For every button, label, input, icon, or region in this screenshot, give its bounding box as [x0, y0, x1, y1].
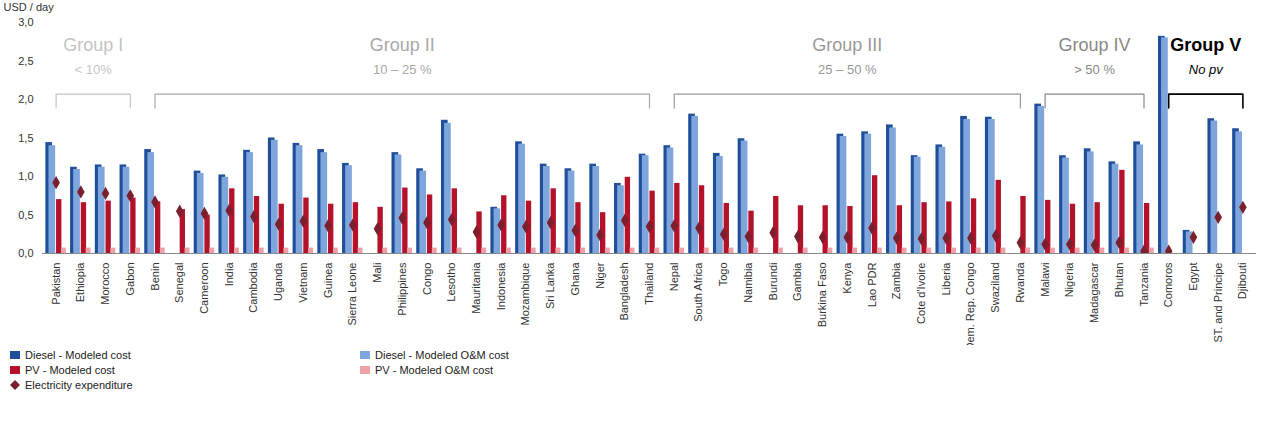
- svg-text:Thailand: Thailand: [643, 263, 655, 305]
- svg-text:Vietnam: Vietnam: [297, 263, 309, 303]
- svg-text:Malawi: Malawi: [1039, 263, 1051, 297]
- svg-text:India: India: [223, 262, 235, 287]
- svg-text:3,0: 3,0: [18, 16, 33, 28]
- svg-text:Rwanda: Rwanda: [1014, 262, 1026, 303]
- svg-text:Group IV: Group IV: [1059, 35, 1131, 55]
- svg-text:Djibouti: Djibouti: [1236, 263, 1248, 300]
- svg-text:Tanzania: Tanzania: [1138, 262, 1150, 307]
- svg-text:Ghana: Ghana: [569, 262, 581, 296]
- svg-text:Senegal: Senegal: [173, 263, 185, 303]
- svg-text:Congo: Congo: [420, 263, 432, 295]
- svg-text:Indonesia: Indonesia: [495, 262, 507, 311]
- svg-text:Group III: Group III: [812, 35, 882, 55]
- html-text:Diesel - Modeled O&M cost: Diesel - Modeled O&M cost: [375, 349, 509, 361]
- svg-text:Guinea: Guinea: [322, 262, 334, 298]
- svg-text:0,5: 0,5: [18, 209, 33, 221]
- svg-text:Sri Lanka: Sri Lanka: [544, 262, 556, 309]
- svg-text:1,0: 1,0: [18, 170, 33, 182]
- svg-text:Cambodia: Cambodia: [247, 262, 259, 313]
- svg-text:Cameroon: Cameroon: [198, 263, 210, 314]
- html-text:PV - Modeled O&M cost: PV - Modeled O&M cost: [375, 364, 493, 376]
- svg-text:> 50 %: > 50 %: [1074, 62, 1115, 77]
- svg-text:Bangladesh: Bangladesh: [618, 263, 630, 321]
- svg-text:< 10%: < 10%: [75, 62, 113, 77]
- svg-text:Ethiopia: Ethiopia: [74, 262, 86, 303]
- svg-text:Comoros: Comoros: [1162, 262, 1174, 307]
- svg-text:Group V: Group V: [1170, 35, 1241, 55]
- svg-text:ST. and Principe: ST. and Principe: [1212, 263, 1224, 343]
- svg-text:Burkina Faso: Burkina Faso: [816, 263, 828, 328]
- svg-text:Gambia: Gambia: [791, 262, 803, 301]
- svg-text:Togo: Togo: [717, 263, 729, 287]
- svg-text:Benin: Benin: [149, 263, 161, 291]
- svg-text:Liberia: Liberia: [940, 262, 952, 296]
- svg-text:No pv: No pv: [1189, 62, 1224, 77]
- svg-text:Morocco: Morocco: [99, 263, 111, 305]
- svg-text:Group II: Group II: [370, 35, 435, 55]
- svg-text:Group I: Group I: [63, 35, 123, 55]
- svg-text:USD / day: USD / day: [4, 1, 55, 13]
- svg-text:Kenya: Kenya: [841, 262, 853, 294]
- svg-text:2,5: 2,5: [18, 55, 33, 67]
- svg-text:Madagascar: Madagascar: [1088, 262, 1100, 323]
- svg-text:South Africa: South Africa: [692, 262, 704, 322]
- html-text:Electricity expenditure: Electricity expenditure: [25, 379, 133, 391]
- svg-text:Mauritania: Mauritania: [470, 262, 482, 314]
- svg-text:Gabon: Gabon: [124, 263, 136, 296]
- html-text:Diesel - Modeled cost: Diesel - Modeled cost: [25, 349, 131, 361]
- svg-text:Cote d'Ivoire: Cote d'Ivoire: [915, 263, 927, 324]
- svg-text:Pakistan: Pakistan: [50, 263, 62, 305]
- svg-text:10 – 25 %: 10 – 25 %: [373, 62, 432, 77]
- svg-text:Egypt: Egypt: [1187, 263, 1199, 291]
- svg-text:Swaziland: Swaziland: [989, 263, 1001, 313]
- svg-text:1,5: 1,5: [18, 132, 33, 144]
- html-text:PV - Modeled cost: PV - Modeled cost: [25, 364, 115, 376]
- svg-text:Nepal: Nepal: [668, 263, 680, 292]
- svg-text:Sierra Leone: Sierra Leone: [346, 263, 358, 326]
- svg-text:Mozambique: Mozambique: [519, 263, 531, 326]
- svg-text:Uganda: Uganda: [272, 262, 284, 301]
- svg-text:Nigeria: Nigeria: [1063, 262, 1075, 298]
- svg-text:Mali: Mali: [371, 263, 383, 283]
- svg-text:2,0: 2,0: [18, 93, 33, 105]
- svg-text:Philippines: Philippines: [396, 262, 408, 316]
- svg-text:Dem. Rep. Congo: Dem. Rep. Congo: [964, 263, 976, 346]
- svg-text:Niger: Niger: [594, 262, 606, 289]
- svg-text:Burundi: Burundi: [767, 263, 779, 301]
- svg-text:Bhutan: Bhutan: [1113, 263, 1125, 298]
- svg-text:0,0: 0,0: [18, 247, 33, 259]
- svg-text:Namibia: Namibia: [742, 262, 754, 303]
- svg-text:25 – 50 %: 25 – 50 %: [818, 62, 877, 77]
- svg-text:Zambia: Zambia: [890, 262, 902, 300]
- svg-text:Lao PDR: Lao PDR: [866, 262, 878, 307]
- svg-text:Lesotho: Lesotho: [445, 263, 457, 302]
